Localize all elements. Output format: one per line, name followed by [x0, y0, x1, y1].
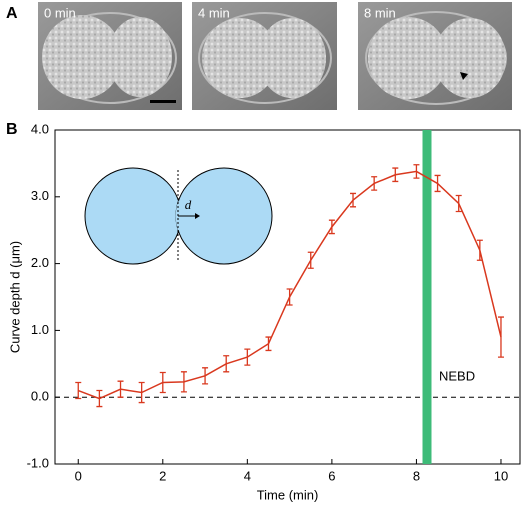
inset-diagram: d: [84, 167, 273, 265]
y-tick-label: 3.0: [31, 188, 49, 203]
plot: -1.0 0.0 1.0 2.0 3.0 4.0 0 2 4 6 8 10 Time (min) Curv…: [7, 121, 521, 502]
error-bar: [455, 194, 462, 213]
x-tick-label: 10: [494, 468, 508, 483]
image-label: 4 min: [198, 5, 230, 20]
error-bar: [75, 381, 82, 400]
plot-frame: [54, 129, 521, 465]
x-tick-label: 4: [244, 468, 251, 483]
error-bar: [434, 174, 441, 193]
error-bar: [371, 176, 378, 191]
error-bar: [476, 239, 483, 261]
inset-label: d: [185, 197, 192, 212]
error-bar: [350, 192, 357, 208]
image-label: 8 min: [364, 5, 396, 20]
y-tick-label: 0.0: [31, 389, 49, 404]
x-tick-label: 2: [159, 468, 166, 483]
x-tick-label: 8: [413, 468, 420, 483]
micrograph: 0 min: [38, 2, 182, 110]
y-tick-label: 2.0: [31, 255, 49, 270]
error-bar: [286, 288, 293, 306]
error-bar: [96, 389, 103, 408]
y-tick-label: 4.0: [31, 121, 49, 136]
error-bar: [265, 336, 272, 352]
error-bar: [180, 371, 187, 393]
y-tick-label: 1.0: [31, 322, 49, 337]
y-tick-label: -1.0: [27, 455, 49, 470]
image-label: 0 min: [44, 5, 76, 20]
x-axis-label: Time (min): [257, 487, 319, 502]
error-bar: [202, 367, 209, 385]
error-bar: [328, 219, 335, 235]
error-bar: [307, 251, 314, 269]
error-bar: [413, 164, 420, 179]
x-tick-label: 6: [328, 468, 335, 483]
error-bar: [159, 371, 166, 394]
micrograph: 8 min: [358, 2, 512, 110]
error-bar: [244, 348, 251, 366]
error-bar: [138, 381, 145, 404]
error-bar: [392, 167, 399, 183]
micrograph: 4 min: [192, 2, 337, 110]
panel-label: B: [6, 121, 18, 138]
y-axis-label: Curve depth d (μm): [7, 241, 22, 353]
panel-label: A: [6, 5, 18, 22]
error-bar: [497, 316, 504, 358]
error-bar: [117, 380, 124, 398]
x-tick-label: 0: [75, 468, 82, 483]
nebd-label: NEBD: [439, 369, 475, 384]
error-bar: [223, 355, 230, 373]
